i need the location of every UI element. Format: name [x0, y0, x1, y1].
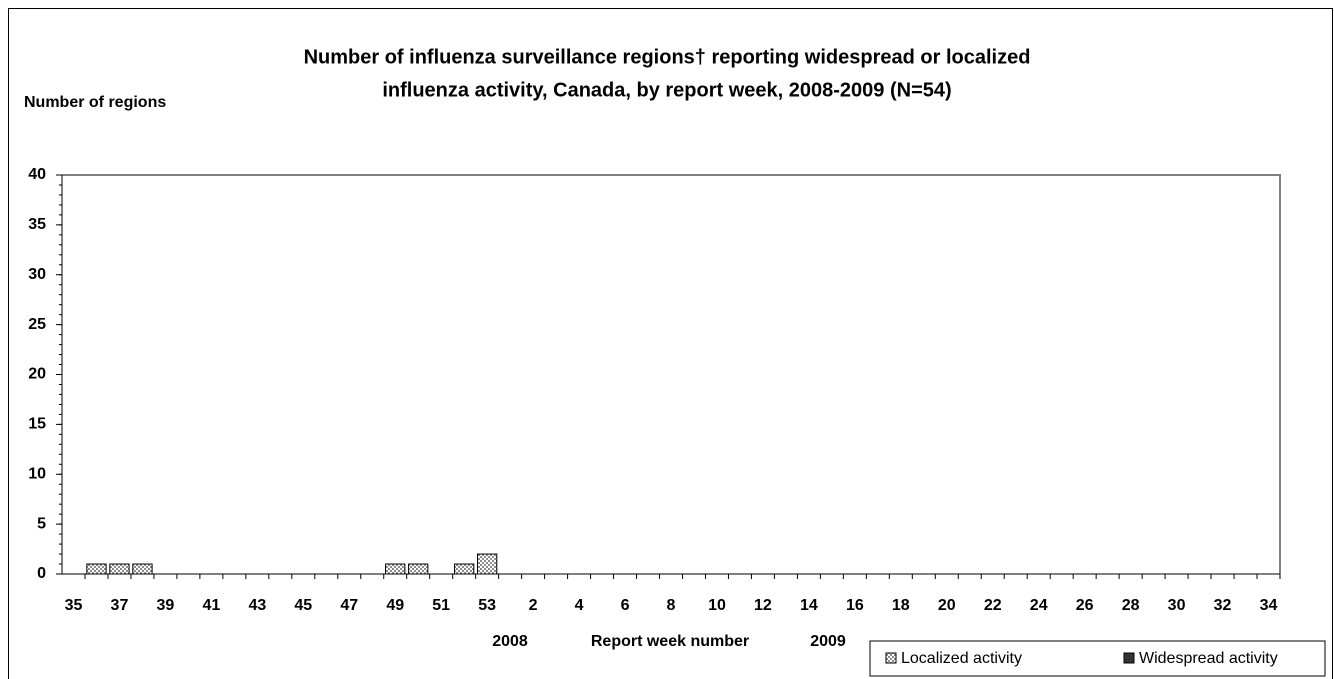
- x-tick-label: 6: [621, 597, 630, 614]
- x-tick-label: 47: [340, 597, 358, 614]
- x-tick-label: 35: [65, 597, 83, 614]
- y-tick-label: 25: [28, 316, 46, 333]
- x-tick-label: 22: [984, 597, 1002, 614]
- x-tick-label: 43: [248, 597, 266, 614]
- x-tick-label: 30: [1168, 597, 1186, 614]
- x-tick-label: 32: [1214, 597, 1232, 614]
- x-tick-label: 39: [157, 597, 175, 614]
- y-tick-label: 30: [28, 266, 46, 283]
- y-tick-label: 15: [28, 416, 46, 433]
- x-tick-label: 34: [1260, 597, 1278, 614]
- y-axis-label: Number of regions: [24, 94, 166, 111]
- x-tick-label: 16: [846, 597, 864, 614]
- x-axis-label: Report week number: [591, 633, 749, 650]
- y-tick-label: 5: [37, 515, 46, 532]
- year-label: 2009: [810, 633, 846, 650]
- legend-label: Localized activity: [901, 650, 1022, 667]
- bar: [132, 563, 153, 575]
- x-tick-label: 45: [294, 597, 312, 614]
- x-tick-label: 2: [529, 597, 538, 614]
- plot-frame: [62, 174, 1281, 574]
- y-tick-label: 0: [37, 565, 46, 582]
- bar: [454, 563, 475, 575]
- chart-title: Number of influenza surveillance regions…: [304, 46, 1031, 68]
- bar: [86, 563, 107, 575]
- x-tick-label: 28: [1122, 597, 1140, 614]
- x-tick-label: 10: [708, 597, 726, 614]
- x-tick-label: 18: [892, 597, 910, 614]
- legend-box: [869, 640, 1326, 677]
- x-tick-label: 53: [478, 597, 496, 614]
- x-tick-label: 8: [667, 597, 676, 614]
- x-tick-label: 20: [938, 597, 956, 614]
- chart-title: influenza activity, Canada, by report we…: [382, 79, 951, 101]
- x-tick-label: 51: [432, 597, 450, 614]
- legend-label: Widespread activity: [1139, 650, 1278, 667]
- bar: [109, 563, 130, 575]
- y-tick-label: 35: [28, 216, 46, 233]
- y-tick-label: 40: [28, 166, 46, 183]
- frame: [8, 8, 1333, 679]
- x-tick-label: 14: [800, 597, 818, 614]
- y-tick-label: 10: [28, 465, 46, 482]
- year-label: 2008: [492, 633, 528, 650]
- legend: Localized activity Widespread activity: [869, 640, 1326, 677]
- x-tick-label: 37: [111, 597, 129, 614]
- x-tick-label: 24: [1030, 597, 1048, 614]
- legend-swatch: [885, 652, 897, 664]
- x-tick-label: 41: [202, 597, 220, 614]
- bar: [408, 563, 429, 575]
- x-tick-label: 49: [386, 597, 404, 614]
- x-tick-label: 4: [575, 597, 584, 614]
- legend-swatch: [1123, 652, 1135, 664]
- bar: [476, 553, 498, 575]
- bar: [385, 563, 406, 575]
- y-tick-label: 20: [28, 366, 46, 383]
- x-tick-label: 12: [754, 597, 772, 614]
- x-tick-label: 26: [1076, 597, 1094, 614]
